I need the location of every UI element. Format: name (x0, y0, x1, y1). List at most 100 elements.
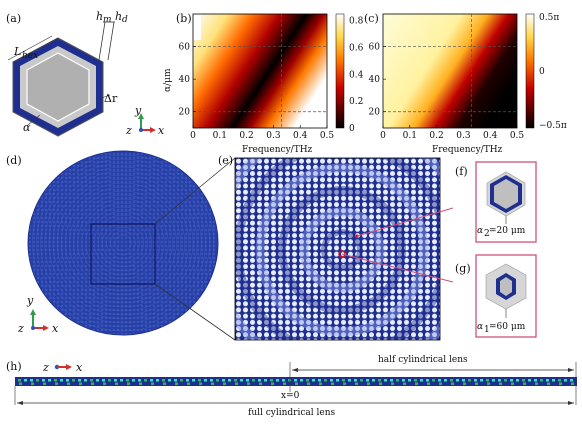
alpha2-sym: α (477, 226, 483, 236)
cell-bottom (535, 382, 538, 385)
cell-bottom (103, 382, 106, 385)
cell-bottom (259, 382, 262, 385)
cell-top (486, 379, 489, 382)
cell-top (504, 379, 507, 382)
panel-b: (b) 0 0.1 0.2 0.3 0.4 0.5 20 40 60 Frequency/THz… (163, 12, 364, 155)
cell-top (336, 379, 339, 382)
axis-x-label-d: x (52, 322, 59, 335)
panel-b-label: (b) (176, 12, 192, 25)
cell-top (348, 379, 351, 382)
cell-bottom (499, 382, 502, 385)
lattice-band (235, 158, 440, 340)
cell-top (300, 379, 303, 382)
xlabel-c: Frequency/THz (432, 145, 503, 155)
cell-top (78, 379, 81, 382)
axes-triad-a: y z x (125, 104, 165, 137)
cell-top (234, 379, 237, 382)
x-tick-label: 0.1 (403, 131, 417, 141)
cell-top (30, 379, 33, 382)
axis-y-label-d: y (26, 294, 34, 307)
cell-top (324, 379, 327, 382)
cell-top (162, 379, 165, 382)
x-tick-label: 0 (380, 131, 386, 141)
cell-top (462, 379, 465, 382)
y-tick-label: 40 (369, 75, 381, 85)
axis-x-label-h: x (76, 361, 83, 374)
panel-c: (c) 0 0.1 0.2 0.3 0.4 0.5 20 40 60 Frequency/THz… (364, 12, 567, 155)
cell-bottom (247, 382, 250, 385)
ring (73, 194, 173, 292)
cell-top (216, 379, 219, 382)
cell-top (252, 379, 255, 382)
lens-rings (32, 154, 214, 332)
cell-bottom (67, 382, 70, 385)
cell-top (390, 379, 393, 382)
colorbar-tick-label: 0 (539, 67, 545, 77)
cell-top (204, 379, 207, 382)
ring (56, 178, 190, 308)
cell-top (132, 379, 135, 382)
cell-bottom (319, 382, 322, 385)
alpha1-value: =60 μm (489, 322, 526, 332)
ring (65, 186, 181, 300)
cell-bottom (523, 382, 526, 385)
cell-top (174, 379, 177, 382)
delta-r-label: Δr (104, 92, 118, 105)
x-tick-label: 0.1 (213, 131, 227, 141)
ring (102, 222, 144, 264)
cell-top (570, 379, 573, 382)
cell-top (456, 379, 459, 382)
panel-a-label: (a) (6, 12, 21, 25)
cell-bottom (307, 382, 310, 385)
cell-top (306, 379, 309, 382)
cell-bottom (391, 382, 394, 385)
cell-top (276, 379, 279, 382)
cell-top (396, 379, 399, 382)
cell-top (96, 379, 99, 382)
panel-d-label: (d) (6, 154, 22, 167)
hex-inner-f (494, 179, 518, 209)
cell-bottom (235, 382, 238, 385)
x-tick-label: 0.4 (293, 131, 308, 141)
colorbar-tick-label: 0.6 (349, 44, 364, 54)
colorbar-c (525, 13, 535, 129)
cell-bottom (79, 382, 82, 385)
panel-f-label: (f) (455, 165, 468, 178)
x-tick-label: 0.5 (510, 131, 525, 141)
cell-bottom (355, 382, 358, 385)
cell-top (294, 379, 297, 382)
cell-top (360, 379, 363, 382)
cell-top (480, 379, 483, 382)
origin-label: x=0 (281, 391, 300, 401)
ring (40, 162, 206, 324)
cell-top (330, 379, 333, 382)
cell-top (282, 379, 285, 382)
ring (114, 234, 132, 252)
cell-bottom (427, 382, 430, 385)
cell-top (366, 379, 369, 382)
cell-top (264, 379, 267, 382)
center-marker (338, 250, 346, 258)
panel-e: (e) (218, 154, 454, 341)
alpha2-value: =20 μm (489, 226, 526, 236)
cell-top (144, 379, 147, 382)
cell-bottom (31, 382, 34, 385)
cell-top (540, 379, 543, 382)
cell-top (42, 379, 45, 382)
colorbar-tick-label: 0.4 (349, 70, 364, 80)
cell-top (156, 379, 159, 382)
lattice-band (255, 163, 429, 337)
cell-bottom (463, 382, 466, 385)
cell-top (468, 379, 471, 382)
x-tick-label: 0.2 (429, 131, 443, 141)
cell-top (126, 379, 129, 382)
cell-bottom (115, 382, 118, 385)
cell-bottom (175, 382, 178, 385)
ring (36, 158, 210, 328)
zoom-box (90, 223, 156, 285)
alpha1-sym: α (477, 322, 483, 332)
cell-top (186, 379, 189, 382)
axes-triad-d: y z x (17, 294, 59, 335)
cell-bottom (331, 382, 334, 385)
h-d-label: h (115, 10, 122, 23)
